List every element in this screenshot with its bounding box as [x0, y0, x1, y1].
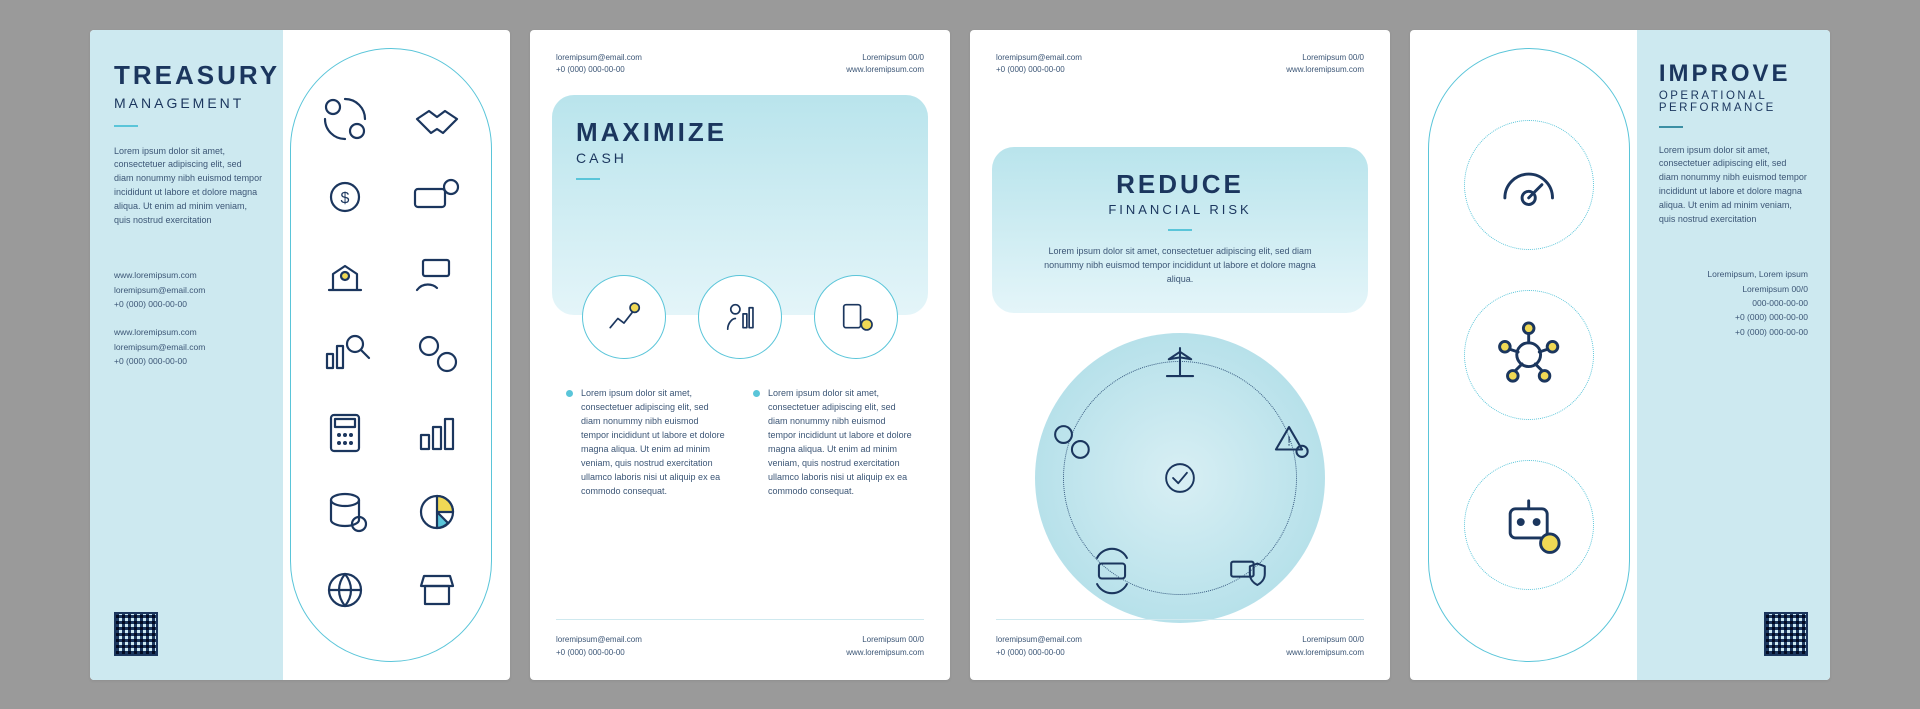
panel1-left-column: TREASURY MANAGEMENT Lorem ipsum dolor si…: [90, 30, 283, 680]
panel3-title-line1: REDUCE: [1016, 169, 1344, 200]
hand-card-icon: [407, 246, 467, 306]
panel2-hero-box: MAXIMIZE CASH: [552, 95, 928, 315]
contact-block-a: www.loremipsum.com loremipsum@email.com …: [114, 268, 263, 311]
divider: [1659, 126, 1683, 128]
panel2-title-line1: MAXIMIZE: [576, 117, 904, 148]
col2-text: Lorem ipsum dolor sit amet, consectetuer…: [768, 387, 914, 499]
gauge-gear-icon: [1464, 120, 1594, 250]
panel2-circle-row: [552, 275, 928, 359]
panel-treasury: TREASURY MANAGEMENT Lorem ipsum dolor si…: [90, 30, 510, 680]
card-shield-icon: [1220, 543, 1276, 599]
panel2-header: loremipsum@email.com +0 (000) 000-00-00 …: [530, 30, 950, 88]
panel4-body: Lorem ipsum dolor sit amet, consectetuer…: [1659, 144, 1808, 228]
header-right: Loremipsum 00/0 www.loremipsum.com: [1286, 52, 1364, 78]
dollar-coin-icon: $: [315, 167, 375, 227]
panel1-title-line2: MANAGEMENT: [114, 95, 263, 111]
panel4-icon-column: [1428, 48, 1630, 662]
gears-icon: [407, 324, 467, 384]
person-chart-icon: [698, 275, 782, 359]
header-left: loremipsum@email.com +0 (000) 000-00-00: [556, 52, 642, 78]
qr-code-icon: [114, 612, 158, 656]
footer-right: Loremipsum 00/0 www.loremipsum.com: [1286, 634, 1364, 660]
bullet-icon: [566, 390, 573, 397]
radial-center-icon: [1154, 452, 1206, 504]
panel-maximize-cash: loremipsum@email.com +0 (000) 000-00-00 …: [530, 30, 950, 680]
panel3-radial-diagram: !: [1035, 333, 1325, 623]
panel2-col1: Lorem ipsum dolor sit amet, consectetuer…: [566, 387, 727, 499]
divider: [114, 125, 138, 127]
panel2-title-line2: CASH: [576, 150, 904, 166]
panel1-body: Lorem ipsum dolor sit amet, consectetuer…: [114, 145, 263, 229]
panel4-title-line1: IMPROVE: [1659, 60, 1808, 88]
balance-icon: [1152, 335, 1208, 391]
panel1-icon-grid: $: [290, 48, 492, 662]
panel1-title-line1: TREASURY: [114, 60, 263, 91]
footer-left: loremipsum@email.com +0 (000) 000-00-00: [996, 634, 1082, 660]
contact-block-b: www.loremipsum.com loremipsum@email.com …: [114, 325, 263, 368]
bar-chart-icon: [407, 403, 467, 463]
svg-text:$: $: [341, 190, 350, 207]
header-right: Loremipsum 00/0 www.loremipsum.com: [846, 52, 924, 78]
chart-up-coin-icon: [582, 275, 666, 359]
cash-gears-icon: [407, 167, 467, 227]
footer-right: Loremipsum 00/0 www.loremipsum.com: [846, 634, 924, 660]
network-bank-icon: [1464, 290, 1594, 420]
panel3-footer: loremipsum@email.com +0 (000) 000-00-00 …: [970, 620, 1390, 680]
gears-icon: [1043, 414, 1099, 470]
gears-cycle-icon: [315, 89, 375, 149]
divider: [1168, 229, 1192, 231]
warning-search-icon: !: [1261, 414, 1317, 470]
panel4-title-line2: OPERATIONAL: [1659, 90, 1808, 102]
panel-reduce-risk: loremipsum@email.com +0 (000) 000-00-00 …: [970, 30, 1390, 680]
panel2-footer: loremipsum@email.com +0 (000) 000-00-00 …: [530, 620, 950, 680]
calculator-icon: [315, 403, 375, 463]
store-icon: [407, 560, 467, 620]
globe-arrow-icon: [315, 560, 375, 620]
footer-left: loremipsum@email.com +0 (000) 000-00-00: [556, 634, 642, 660]
calculator-coin-icon: [814, 275, 898, 359]
panel3-hero-box: REDUCE FINANCIAL RISK Lorem ipsum dolor …: [992, 147, 1368, 313]
divider: [576, 178, 600, 180]
header-left: loremipsum@email.com +0 (000) 000-00-00: [996, 52, 1082, 78]
chart-search-icon: [315, 324, 375, 384]
cash-cycle-icon: [1084, 543, 1140, 599]
bank-arrow-icon: [315, 246, 375, 306]
panel4-right-column: IMPROVE OPERATIONAL PERFORMANCE Lorem ip…: [1637, 30, 1830, 680]
bullet-icon: [753, 390, 760, 397]
pie-icon: [407, 482, 467, 542]
panel-improve-performance: IMPROVE OPERATIONAL PERFORMANCE Lorem ip…: [1410, 30, 1830, 680]
panel3-title-line2: FINANCIAL RISK: [1016, 202, 1344, 217]
qr-code-icon: [1764, 612, 1808, 656]
panel2-col2: Lorem ipsum dolor sit amet, consectetuer…: [753, 387, 914, 499]
panel3-header: loremipsum@email.com +0 (000) 000-00-00 …: [970, 30, 1390, 88]
panel1-contacts: www.loremipsum.com loremipsum@email.com …: [114, 268, 263, 383]
panel4-title-line3: PERFORMANCE: [1659, 102, 1808, 114]
panel3-body: Lorem ipsum dolor sit amet, consectetuer…: [1030, 245, 1330, 287]
database-coin-icon: [315, 482, 375, 542]
svg-text:!: !: [1288, 434, 1292, 449]
col1-text: Lorem ipsum dolor sit amet, consectetuer…: [581, 387, 727, 499]
handshake-icon: [407, 89, 467, 149]
panel4-contact: Loremipsum, Lorem ipsum Loremipsum 00/0 …: [1659, 267, 1808, 339]
robot-coin-icon: [1464, 460, 1594, 590]
